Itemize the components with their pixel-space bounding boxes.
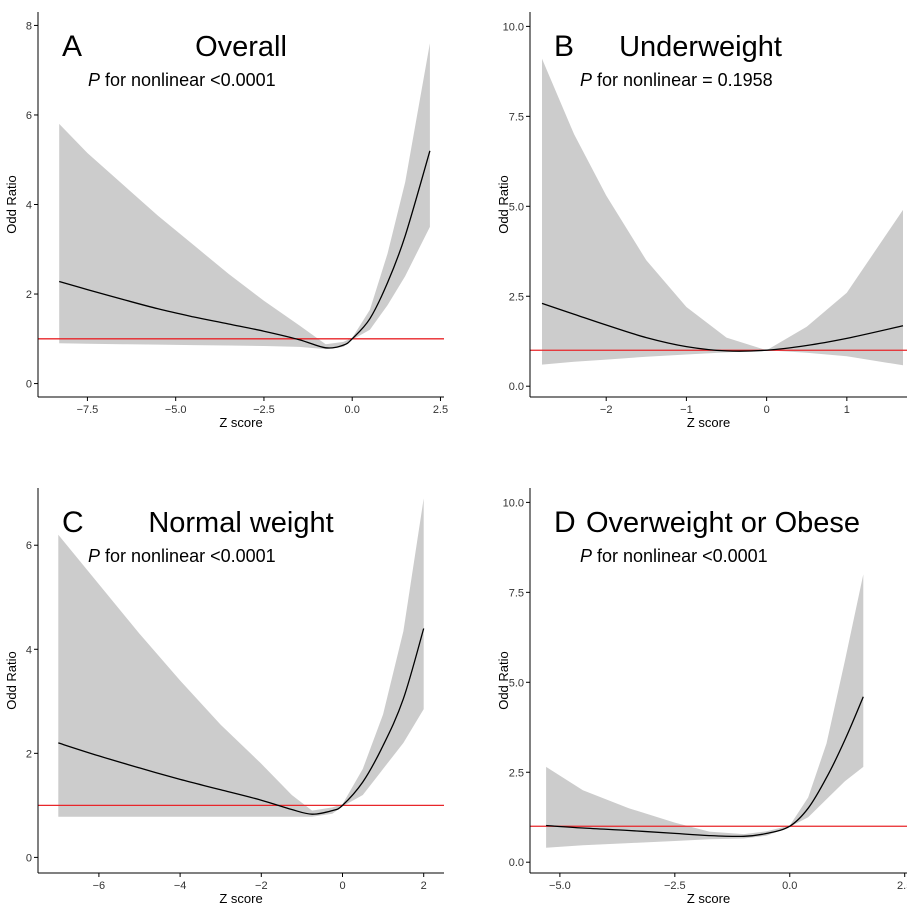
p-value-annotation: P for nonlinear = 0.1958 [580, 70, 773, 90]
y-axis-title: Odd Ratio [496, 651, 511, 710]
panel-title: Overall [195, 31, 287, 63]
x-axis-title: Z score [219, 415, 262, 430]
or-curve [541, 302, 904, 352]
y-axis-title: Odd Ratio [496, 175, 511, 234]
p-symbol: P [580, 70, 592, 90]
p-value-annotation: P for nonlinear <0.0001 [88, 546, 276, 566]
p-value-annotation: P for nonlinear <0.0001 [88, 70, 276, 90]
panel-c: −6 −4 −2 0 2 0 2 4 6 Z score Odd Ratio C Normal weig… [4, 488, 444, 906]
p-value-text: for nonlinear <0.0001 [592, 546, 768, 566]
p-value-annotation: P for nonlinear <0.0001 [580, 546, 768, 566]
or-curve [59, 150, 431, 349]
x-tick-label: 2.5 [433, 404, 448, 416]
panel-d: −5.0 −2.5 0.0 2.5 0.0 2.5 5.0 7.5 10.0 Z score Odd… [496, 488, 907, 906]
x-tick-label: −2.5 [664, 880, 686, 892]
x-tick-label: −2 [600, 404, 613, 416]
y-tick-label: 7.5 [509, 587, 524, 599]
x-axis-title: Z score [219, 891, 262, 906]
x-tick-label: −2.5 [253, 404, 275, 416]
ci-band [59, 43, 430, 350]
p-value-text: for nonlinear <0.0001 [100, 70, 276, 90]
x-tick-label: 2.5 [897, 880, 907, 892]
x-tick-label: −6 [93, 880, 106, 892]
y-tick-label: 2 [26, 289, 32, 301]
x-axis-title: Z score [687, 415, 730, 430]
or-curve [58, 628, 425, 815]
x-tick-label: −7.5 [77, 404, 99, 416]
panel-title: Overweight or Obese [586, 507, 860, 539]
x-tick-label: −1 [680, 404, 693, 416]
plot-area [38, 498, 444, 817]
y-tick-label: 5.0 [509, 201, 524, 213]
x-tick-label: 0 [339, 880, 345, 892]
x-tick-label: 0 [764, 404, 770, 416]
x-tick-label: −2 [255, 880, 268, 892]
x-tick-label: 1 [844, 404, 850, 416]
y-tick-label: 0 [26, 379, 32, 391]
x-tick-label: 0.0 [782, 880, 797, 892]
y-tick-label: 10.0 [503, 497, 524, 509]
y-axis-title: Odd Ratio [4, 175, 19, 234]
panel-letter: B [554, 30, 574, 63]
x-tick-label: 2 [421, 880, 427, 892]
y-tick-label: 2.5 [509, 291, 524, 303]
panel-letter: D [554, 506, 576, 539]
p-value-text: for nonlinear <0.0001 [100, 546, 276, 566]
y-tick-label: 2.5 [509, 767, 524, 779]
y-tick-label: 4 [26, 644, 32, 656]
plot-area [530, 574, 907, 848]
y-tick-label: 5.0 [509, 677, 524, 689]
x-tick-label: −4 [174, 880, 187, 892]
panel-letter: C [62, 506, 84, 539]
y-tick-label: 2 [26, 748, 32, 760]
y-tick-label: 6 [26, 110, 32, 122]
x-tick-label: −5.0 [165, 404, 187, 416]
p-symbol: P [580, 546, 592, 566]
plot-area [38, 43, 444, 350]
p-symbol: P [88, 546, 100, 566]
y-axis-title: Odd Ratio [4, 651, 19, 710]
panel-a: −7.5 −5.0 −2.5 0.0 2.5 0 2 4 6 8 Z score Odd Ratio A… [4, 12, 448, 430]
panel-letter: A [62, 30, 82, 63]
ci-band [58, 498, 424, 817]
y-tick-label: 6 [26, 540, 32, 552]
panel-title: Normal weight [148, 507, 333, 539]
p-value-text: for nonlinear = 0.1958 [592, 70, 773, 90]
y-tick-label: 0 [26, 852, 32, 864]
or-curve [546, 696, 864, 838]
y-tick-label: 8 [26, 20, 32, 32]
y-tick-label: 7.5 [509, 111, 524, 123]
panel-title: Underweight [619, 31, 782, 63]
p-symbol: P [88, 70, 100, 90]
plot-area [530, 58, 907, 366]
y-tick-label: 0.0 [509, 381, 524, 393]
x-tick-label: 0.0 [345, 404, 360, 416]
y-tick-label: 10.0 [503, 21, 524, 33]
ci-band [546, 574, 864, 848]
y-tick-label: 4 [26, 200, 32, 212]
y-tick-label: 0.0 [509, 857, 524, 869]
ci-band [542, 58, 903, 366]
x-axis-title: Z score [687, 891, 730, 906]
x-tick-label: −5.0 [549, 880, 571, 892]
